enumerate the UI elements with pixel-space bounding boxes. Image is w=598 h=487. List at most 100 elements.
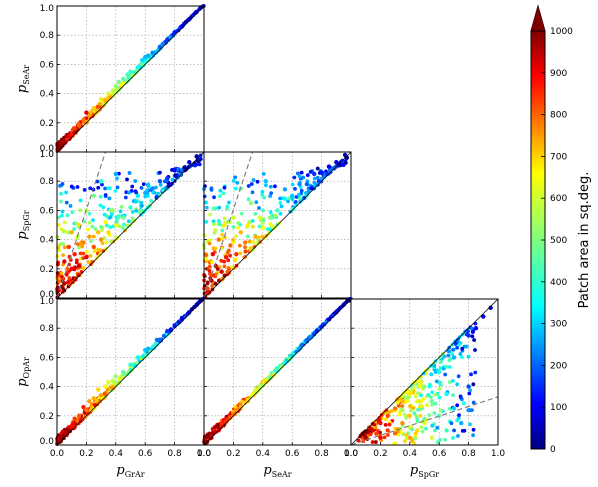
scatter-point	[424, 426, 428, 431]
y-tick-label: 0.2	[40, 119, 54, 129]
scatter-point	[451, 436, 455, 440]
x-tick-label: 1.0	[491, 449, 506, 459]
scatter-point	[72, 227, 77, 231]
scatter-point	[437, 395, 442, 400]
scatter-point	[404, 415, 409, 420]
data-point	[429, 435, 435, 440]
data-point	[145, 53, 151, 58]
scatter-point	[220, 228, 225, 233]
identity-line	[56, 151, 205, 299]
data-point	[326, 164, 332, 169]
scatter-point	[225, 204, 230, 209]
scatter-point	[96, 247, 101, 252]
data-point	[87, 234, 92, 239]
data-point	[275, 208, 280, 213]
data-point	[473, 326, 479, 331]
scatter-point	[132, 218, 137, 223]
data-point	[113, 222, 118, 228]
data-point	[135, 65, 141, 70]
scatter-point	[420, 404, 424, 408]
data-point	[103, 384, 108, 389]
scatter-point	[214, 425, 219, 429]
scatter-point	[74, 236, 79, 241]
scatter-point	[126, 219, 131, 224]
data-point	[76, 123, 82, 128]
scatter-point	[214, 272, 218, 277]
scatter-point	[383, 422, 388, 427]
scatter-point	[447, 380, 452, 385]
data-point	[392, 406, 398, 411]
scatter-point	[468, 422, 472, 427]
scatter-point	[141, 182, 146, 187]
scatter-point	[217, 222, 222, 227]
scatter-point	[438, 355, 443, 360]
scatter-point	[96, 185, 101, 190]
scatter-point	[255, 179, 260, 184]
data-point	[165, 176, 170, 181]
scatter-point	[426, 392, 431, 397]
data-point	[69, 230, 74, 235]
scatter-point	[432, 428, 437, 433]
scatter-point	[88, 253, 93, 258]
scatter-point	[235, 180, 240, 185]
data-point	[110, 378, 116, 383]
scatter-point	[118, 209, 123, 214]
scatter-point	[121, 226, 125, 231]
scatter-point	[178, 172, 183, 177]
scatter-point	[430, 423, 435, 428]
scatter-point	[98, 203, 103, 208]
data-point	[257, 385, 263, 391]
scatter-point	[215, 267, 220, 271]
scatter-point	[301, 175, 306, 180]
panel-middle-center	[202, 151, 352, 299]
scatter-point	[469, 372, 473, 377]
identity-line	[56, 298, 205, 446]
scatter-point	[89, 404, 94, 409]
scatter-point	[222, 216, 227, 221]
scatter-point	[226, 248, 231, 253]
scatter-point	[297, 174, 302, 179]
scatter-point	[419, 425, 424, 430]
scatter-point	[70, 210, 75, 215]
scatter-point	[432, 360, 437, 365]
scatter-point	[419, 393, 423, 398]
scatter-point	[62, 220, 67, 225]
data-point	[219, 269, 224, 274]
data-point	[319, 170, 324, 175]
scatter-point	[268, 210, 273, 214]
scatter-point	[149, 198, 154, 203]
scatter-point	[408, 404, 412, 409]
x-tick-label: 0.6	[432, 449, 447, 459]
data-point	[451, 406, 457, 411]
scatter-point	[457, 413, 461, 418]
data-point	[179, 24, 185, 29]
scatter-point	[60, 429, 65, 434]
scatter-point	[64, 200, 69, 205]
scatter-point	[451, 393, 455, 398]
scatter-point	[269, 371, 274, 375]
y-tick-label: 0.4	[40, 90, 55, 100]
data-point	[260, 382, 265, 388]
scatter-point	[290, 197, 295, 202]
scatter-point	[456, 342, 461, 347]
data-point	[297, 346, 302, 351]
scatter-point	[231, 178, 236, 183]
y-tick-label: 0.8	[40, 177, 55, 187]
scatter-point	[412, 386, 416, 391]
scatter-point	[231, 225, 236, 229]
scatter-point	[444, 365, 449, 369]
scatter-point	[130, 184, 135, 189]
scatter-point	[204, 253, 209, 257]
scatter-point	[67, 276, 72, 280]
scatter-point	[211, 219, 216, 224]
scatter-point	[87, 211, 92, 216]
scatter-point	[297, 195, 302, 200]
scatter-point	[134, 190, 139, 195]
scatter-point	[377, 415, 382, 420]
scatter-point	[208, 212, 213, 217]
x-tick-label: 0.2	[373, 449, 387, 459]
data-point	[228, 415, 233, 420]
scatter-point	[82, 219, 87, 224]
scatter-point	[134, 208, 139, 213]
